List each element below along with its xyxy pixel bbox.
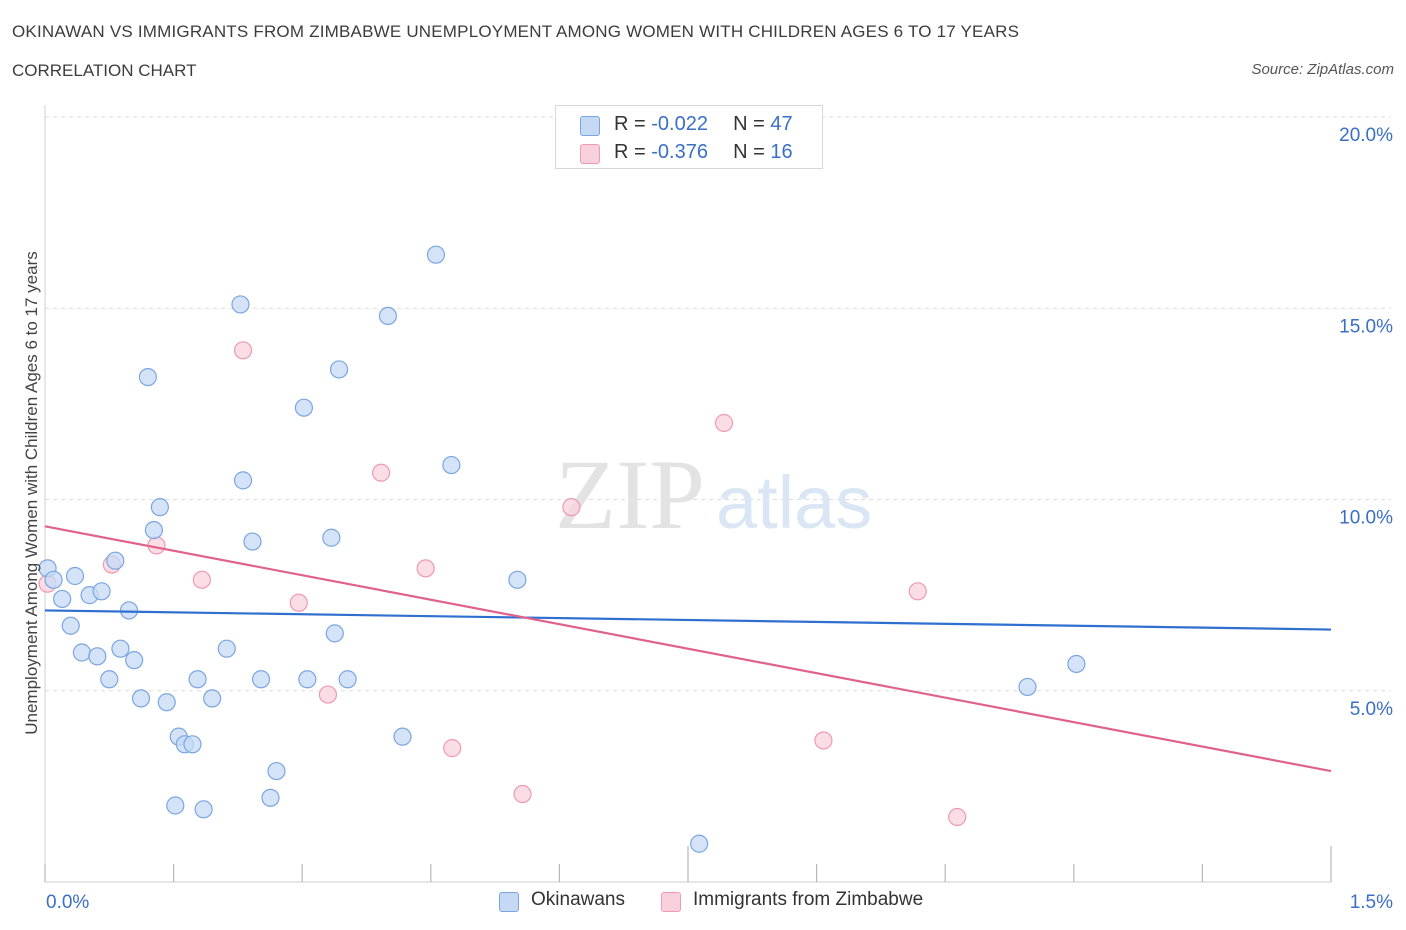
y-tick-label: 20.0% [1339,125,1393,146]
legend-swatch-blue [580,116,600,136]
zimbabwe-point [443,739,462,758]
data-points [38,245,1086,853]
okinawan-point [138,368,157,387]
okinawan-point [338,670,357,689]
okinawan-point [166,796,185,815]
okinawan-point [72,643,91,662]
okinawan-point [426,245,446,264]
okinawan-point [322,528,341,547]
zimbabwe-point [814,731,833,750]
okinawan-point [106,551,125,570]
okinawan-point [144,520,163,540]
okinawan-point [53,589,72,609]
watermark: ZIP atlas [555,439,872,550]
zimbabwe-point [948,807,967,827]
okinawan-point [44,570,63,589]
x-tick-label: 1.5% [1350,892,1393,913]
watermark-atlas: atlas [716,461,872,544]
legend-n-value: 16 [770,141,793,163]
okinawan-point [65,566,85,586]
okinawan-point [325,624,344,643]
series-legend: Okinawans Immigrants from Zimbabwe [0,889,1406,915]
y-tick-label: 15.0% [1339,316,1393,337]
okinawan-point [508,570,527,589]
okinawan-point [88,647,107,666]
okinawan-point [150,498,169,517]
okinawan-point [690,834,709,853]
zimbabwe-point [318,685,338,704]
grid-lines [45,116,1391,692]
okinawan-point [183,735,202,754]
okinawan-point [329,360,349,379]
okinawan-point [1067,654,1086,674]
zimbabwe-point [908,582,927,601]
legend-r-label: R = [614,113,652,135]
axes [44,105,1332,883]
source-label: Source: ZipAtlas.com [1251,61,1394,78]
legend-n-label: N = [733,113,771,135]
okinawan-point [92,582,111,601]
trend-lines [44,525,1332,773]
y-tick-label: 5.0% [1350,699,1393,720]
tick-labels: 5.0% 10.0% 15.0% 20.0% 0.0% 1.5% [46,125,1393,913]
okinawan-point [188,670,207,689]
zimbabwe-point [371,463,391,482]
okinawan-point [378,306,398,325]
y-axis-label: Unemployment Among Women with Children A… [22,251,41,735]
okinawan-point [119,601,139,620]
legend-swatch-pink [580,144,600,164]
chart-title: OKINAWAN VS IMMIGRANTS FROM ZIMBABWE UNE… [12,22,1020,41]
y-tick-label: 10.0% [1339,508,1393,529]
okinawan-point [194,800,213,819]
zimbabwe-point [289,593,308,612]
legend-n-label: N = [733,141,771,163]
okinawan-point [243,532,262,551]
okinawan-point [111,639,130,658]
stats-legend: R = -0.022 N = 47 R = -0.376 N = 16 [555,105,823,169]
zimbabwe-trend-line [44,525,1332,773]
okinawan-point [233,471,253,490]
x-tick-label: 0.0% [46,892,89,913]
zimbabwe-point [233,341,253,360]
legend-n-value: 47 [770,113,793,135]
zimbabwe-point [513,784,532,804]
zimbabwe-point [714,413,734,433]
okinawan-point [294,398,314,417]
watermark-zip: ZIP [555,439,705,550]
okinawan-point [100,670,119,689]
okinawan-point [442,455,461,475]
okinawan-point [393,727,412,746]
okinawan-point [298,670,317,689]
okinawan-point [217,639,236,658]
zimbabwe-point [416,559,435,578]
legend-label-zimbabwe: Immigrants from Zimbabwe [693,889,924,910]
legend-r-value: -0.022 [651,113,708,135]
okinawan-point [157,693,176,712]
okinawan-trend-line [44,609,1332,631]
legend-r-value: -0.376 [651,141,708,163]
okinawan-point [203,689,222,708]
legend-swatch-blue [499,892,519,912]
okinawan-point [131,689,151,708]
okinawan-point [61,616,80,635]
okinawan-point [125,651,144,670]
legend-label-okinawans: Okinawans [531,889,625,910]
okinawan-point [231,295,250,314]
okinawan-point [1018,677,1037,697]
zimbabwe-point [192,570,211,589]
legend-swatch-pink [661,892,681,912]
okinawan-point [251,670,271,689]
okinawan-point [267,761,286,781]
zimbabwe-point [562,498,581,517]
okinawan-point [261,788,280,807]
chart-subtitle: CORRELATION CHART [12,61,197,80]
legend-r-label: R = [614,141,652,163]
